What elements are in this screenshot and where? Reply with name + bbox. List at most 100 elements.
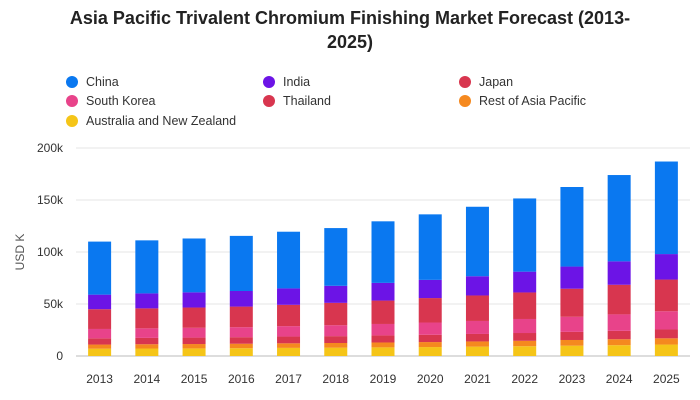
bar-segment-rest-of-asia-pacific-2020[interactable] [418,342,442,348]
bar-segment-china-2019[interactable] [371,221,395,283]
bar-segment-india-2025[interactable] [654,254,678,280]
bar-segment-rest-of-asia-pacific-2013[interactable] [88,344,112,349]
bar-segment-rest-of-asia-pacific-2014[interactable] [135,344,159,349]
bar-segment-japan-2023[interactable] [560,288,584,317]
bar-segment-south-korea-2024[interactable] [607,314,631,331]
bar-segment-japan-2015[interactable] [182,307,206,328]
bar-segment-india-2013[interactable] [88,294,112,310]
bar-segment-china-2013[interactable] [88,241,112,295]
bar-segment-thailand-2023[interactable] [560,331,584,340]
bar-segment-china-2015[interactable] [182,238,206,293]
bar-segment-india-2021[interactable] [465,276,489,296]
bar-segment-south-korea-2014[interactable] [135,328,159,338]
bar-segment-rest-of-asia-pacific-2021[interactable] [465,341,489,347]
bar-segment-china-2018[interactable] [324,228,348,286]
bar-segment-india-2023[interactable] [560,266,584,289]
bar-segment-thailand-2014[interactable] [135,337,159,345]
bar-segment-japan-2014[interactable] [135,308,159,329]
bar-segment-japan-2018[interactable] [324,302,348,326]
bar-segment-rest-of-asia-pacific-2023[interactable] [560,339,584,346]
bar-segment-thailand-2019[interactable] [371,335,395,343]
bar-segment-thailand-2018[interactable] [324,336,348,343]
legend-item-india[interactable]: India [263,75,310,89]
bar-segment-thailand-2020[interactable] [418,334,442,343]
bar-segment-japan-2024[interactable] [607,284,631,315]
bar-segment-south-korea-2025[interactable] [654,311,678,330]
bar-segment-china-2016[interactable] [229,235,253,291]
bar-segment-australia-and-new-zealand-2021[interactable] [465,346,489,356]
bar-segment-south-korea-2013[interactable] [88,328,112,339]
bar-segment-australia-and-new-zealand-2016[interactable] [229,348,253,356]
bar-segment-india-2016[interactable] [229,291,253,307]
bar-segment-india-2017[interactable] [277,288,301,305]
bar-segment-australia-and-new-zealand-2024[interactable] [607,345,631,356]
bar-segment-china-2017[interactable] [277,231,301,289]
bar-segment-rest-of-asia-pacific-2025[interactable] [654,338,678,345]
bar-segment-south-korea-2021[interactable] [465,320,489,334]
bar-segment-thailand-2016[interactable] [229,337,253,344]
bar-segment-australia-and-new-zealand-2025[interactable] [654,344,678,356]
legend-item-rest-of-asia-pacific[interactable]: Rest of Asia Pacific [459,94,586,108]
bar-segment-japan-2025[interactable] [654,279,678,312]
bar-segment-rest-of-asia-pacific-2017[interactable] [277,343,301,348]
bar-segment-australia-and-new-zealand-2022[interactable] [513,346,537,356]
bar-segment-rest-of-asia-pacific-2019[interactable] [371,342,395,348]
bar-segment-japan-2020[interactable] [418,298,442,323]
bar-segment-south-korea-2018[interactable] [324,325,348,337]
bar-segment-thailand-2017[interactable] [277,336,301,344]
bar-segment-australia-and-new-zealand-2018[interactable] [324,347,348,356]
bar-segment-south-korea-2017[interactable] [277,326,301,337]
bar-segment-china-2021[interactable] [465,206,489,277]
bar-segment-china-2014[interactable] [135,240,159,294]
bar-segment-australia-and-new-zealand-2014[interactable] [135,348,159,356]
bar-segment-australia-and-new-zealand-2023[interactable] [560,345,584,356]
bar-segment-india-2019[interactable] [371,282,395,301]
bar-segment-india-2020[interactable] [418,279,442,299]
bar-segment-thailand-2013[interactable] [88,338,112,345]
bar-segment-rest-of-asia-pacific-2018[interactable] [324,343,348,348]
bar-segment-south-korea-2022[interactable] [513,318,537,334]
bar-segment-australia-and-new-zealand-2017[interactable] [277,347,301,356]
bar-segment-japan-2019[interactable] [371,300,395,324]
bar-segment-australia-and-new-zealand-2013[interactable] [88,348,112,356]
bar-segment-australia-and-new-zealand-2020[interactable] [418,347,442,356]
bar-segment-south-korea-2016[interactable] [229,327,253,338]
bar-segment-india-2024[interactable] [607,261,631,285]
bar-segment-thailand-2021[interactable] [465,333,489,342]
bar-segment-thailand-2025[interactable] [654,329,678,339]
bar-segment-south-korea-2023[interactable] [560,316,584,332]
bar-segment-south-korea-2020[interactable] [418,322,442,335]
legend-item-thailand[interactable]: Thailand [263,94,331,108]
x-tick-label: 2019 [370,372,397,386]
bar-segment-india-2022[interactable] [513,271,537,293]
bar-segment-rest-of-asia-pacific-2016[interactable] [229,343,253,349]
bar-segment-india-2018[interactable] [324,285,348,303]
bar-segment-china-2025[interactable] [654,161,678,255]
legend-label-india: India [283,75,311,89]
bar-segment-japan-2022[interactable] [513,292,537,319]
bar-segment-rest-of-asia-pacific-2024[interactable] [607,339,631,346]
bar-segment-india-2015[interactable] [182,292,206,308]
bar-segment-china-2022[interactable] [513,198,537,272]
bar-segment-japan-2013[interactable] [88,309,112,329]
legend-item-australia-and-new-zealand[interactable]: Australia and New Zealand [66,114,236,128]
bar-segment-thailand-2015[interactable] [182,337,206,345]
bar-segment-japan-2016[interactable] [229,306,253,328]
legend-item-china[interactable]: China [66,75,119,89]
bar-segment-china-2024[interactable] [607,175,631,262]
bar-segment-south-korea-2015[interactable] [182,327,206,338]
bar-segment-china-2023[interactable] [560,187,584,267]
bar-segment-rest-of-asia-pacific-2015[interactable] [182,344,206,349]
legend-item-south-korea[interactable]: South Korea [66,94,156,108]
bar-segment-thailand-2024[interactable] [607,330,631,340]
legend-item-japan[interactable]: Japan [459,75,513,89]
bar-segment-japan-2017[interactable] [277,304,301,327]
bar-segment-rest-of-asia-pacific-2022[interactable] [513,340,537,347]
bar-segment-japan-2021[interactable] [465,295,489,321]
bar-segment-thailand-2022[interactable] [513,333,537,341]
bar-segment-china-2020[interactable] [418,214,442,280]
bar-segment-australia-and-new-zealand-2019[interactable] [371,347,395,356]
bar-segment-south-korea-2019[interactable] [371,323,395,336]
bar-segment-india-2014[interactable] [135,293,159,309]
bar-segment-australia-and-new-zealand-2015[interactable] [182,348,206,356]
